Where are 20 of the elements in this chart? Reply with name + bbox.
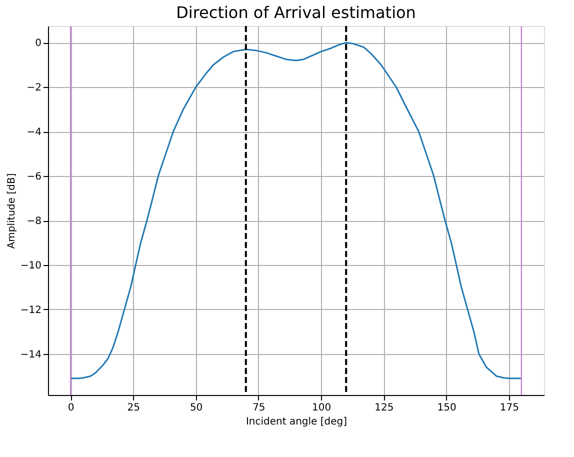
- x-tick-label: 25: [127, 402, 140, 414]
- y-tick-label: −6: [26, 172, 42, 183]
- line-series: [70, 42, 522, 380]
- x-axis-title: Incident angle [deg]: [246, 416, 348, 428]
- x-tick-label: 150: [437, 402, 456, 414]
- y-tick-label: −4: [26, 127, 42, 138]
- x-tick-label: 75: [252, 402, 266, 414]
- x-tick-label: 125: [374, 402, 394, 414]
- y-tick-label: −10: [20, 260, 42, 272]
- y-tick-label: 0: [35, 38, 42, 50]
- y-tick-label: −12: [20, 304, 42, 316]
- x-tick-label: 175: [500, 402, 519, 414]
- x-tick-label: 50: [190, 402, 203, 414]
- x-tick-label: 100: [312, 402, 332, 414]
- y-tick-label: −8: [26, 216, 42, 228]
- x-tick-label: 0: [68, 402, 74, 414]
- y-axis-title: Amplitude [dB]: [6, 173, 18, 249]
- y-tick-label: −2: [26, 82, 42, 94]
- chart-title: Direction of Arrival estimation: [176, 3, 416, 22]
- y-tick-label: −14: [20, 349, 42, 360]
